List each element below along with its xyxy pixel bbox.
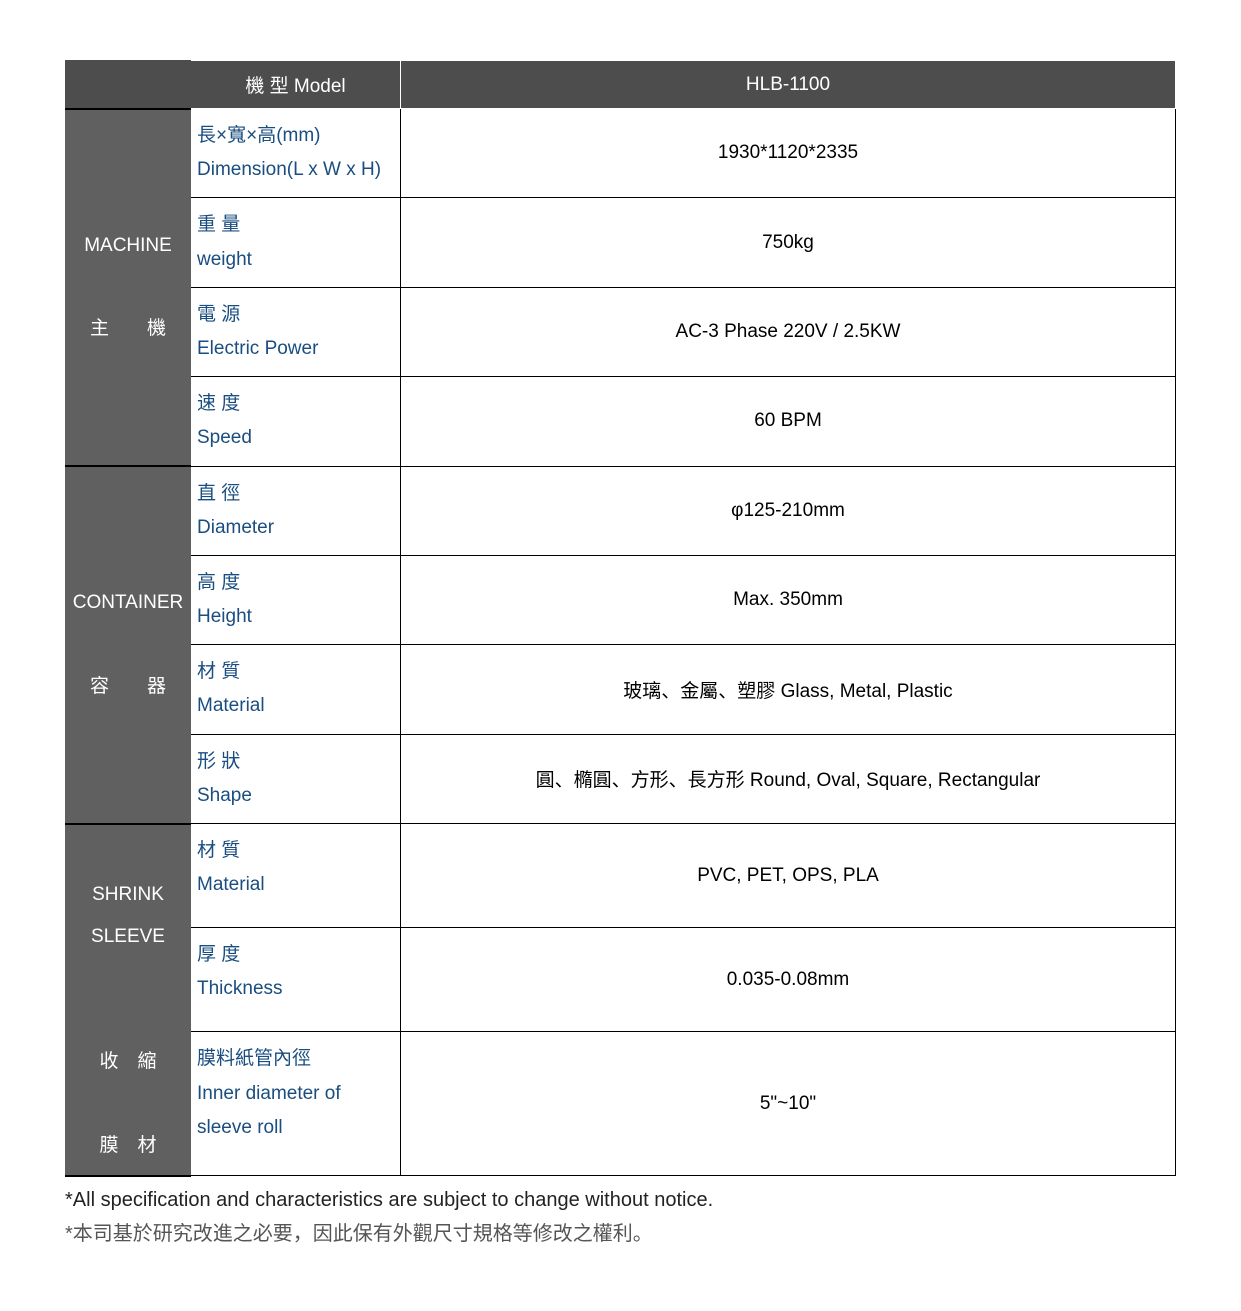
table-row: 重 量 weight 750kg — [66, 198, 1176, 287]
spec-label: 形 狀 Shape — [191, 734, 401, 823]
spec-value: φ125-210mm — [401, 466, 1176, 555]
table-row: 高 度 Height Max. 350mm — [66, 555, 1176, 644]
spec-value: Max. 350mm — [401, 555, 1176, 644]
spec-label: 厚 度 Thickness — [191, 928, 401, 1032]
table-row: 電 源 Electric Power AC-3 Phase 220V / 2.5… — [66, 287, 1176, 376]
spec-value: 1930*1120*2335 — [401, 109, 1176, 198]
spec-label: 速 度 Speed — [191, 377, 401, 466]
table-row: 材 質 Material 玻璃、金屬、塑膠 Glass, Metal, Plas… — [66, 645, 1176, 734]
spec-label: 長×寬×高(mm) Dimension(L x W x H) — [191, 109, 401, 198]
spec-label: 重 量 weight — [191, 198, 401, 287]
table-row: 速 度 Speed 60 BPM — [66, 377, 1176, 466]
spec-label: 材 質 Material — [191, 824, 401, 928]
group-title-en: CONTAINER — [73, 592, 183, 613]
spec-value: 5"~10" — [401, 1032, 1176, 1176]
spec-label: 直 徑 Diameter — [191, 466, 401, 555]
spec-label: 電 源 Electric Power — [191, 287, 401, 376]
spec-value: 750kg — [401, 198, 1176, 287]
spec-value: 圓、橢圓、方形、長方形 Round, Oval, Square, Rectang… — [401, 734, 1176, 823]
spec-label: 材 質 Material — [191, 645, 401, 734]
spec-value: AC-3 Phase 220V / 2.5KW — [401, 287, 1176, 376]
spec-value: PVC, PET, OPS, PLA — [401, 824, 1176, 928]
group-machine: MACHINE 主 機 — [66, 109, 191, 467]
table-row: CONTAINER 容 器 直 徑 Diameter φ125-210mm — [66, 466, 1176, 555]
spec-label: 高 度 Height — [191, 555, 401, 644]
footnote-line-1: *All specification and characteristics a… — [65, 1183, 1176, 1217]
table-row: 厚 度 Thickness 0.035-0.08mm — [66, 928, 1176, 1032]
group-title-zh: 收 縮 膜 材 — [99, 1051, 156, 1156]
table-row: SHRINK SLEEVE 收 縮 膜 材 材 質 Material PVC, … — [66, 824, 1176, 928]
group-title-en: SHRINK SLEEVE — [91, 884, 165, 947]
footnote-line-2: *本司基於研究改進之必要，因此保有外觀尺寸規格等修改之權利。 — [65, 1217, 1176, 1251]
group-shrink-sleeve: SHRINK SLEEVE 收 縮 膜 材 — [66, 824, 191, 1176]
table-row: MACHINE 主 機 長×寬×高(mm) Dimension(L x W x … — [66, 109, 1176, 198]
group-title-en: MACHINE — [84, 235, 172, 256]
group-container: CONTAINER 容 器 — [66, 466, 191, 824]
header-model-value: HLB-1100 — [401, 61, 1176, 109]
spec-value: 60 BPM — [401, 377, 1176, 466]
header-model-label: 機 型 Model — [191, 61, 401, 109]
spec-label: 膜料紙管內徑 Inner diameter of sleeve roll — [191, 1032, 401, 1176]
spec-value: 0.035-0.08mm — [401, 928, 1176, 1032]
table-row: 形 狀 Shape 圓、橢圓、方形、長方形 Round, Oval, Squar… — [66, 734, 1176, 823]
group-title-zh: 容 器 — [90, 676, 166, 697]
spec-value: 玻璃、金屬、塑膠 Glass, Metal, Plastic — [401, 645, 1176, 734]
corner-cell — [66, 61, 191, 109]
table-row: 膜料紙管內徑 Inner diameter of sleeve roll 5"~… — [66, 1032, 1176, 1176]
group-title-zh: 主 機 — [90, 318, 166, 339]
footnote: *All specification and characteristics a… — [65, 1183, 1176, 1251]
spec-table: 機 型 Model HLB-1100 MACHINE 主 機 長×寬×高(mm)… — [65, 60, 1176, 1177]
header-row: 機 型 Model HLB-1100 — [66, 61, 1176, 109]
